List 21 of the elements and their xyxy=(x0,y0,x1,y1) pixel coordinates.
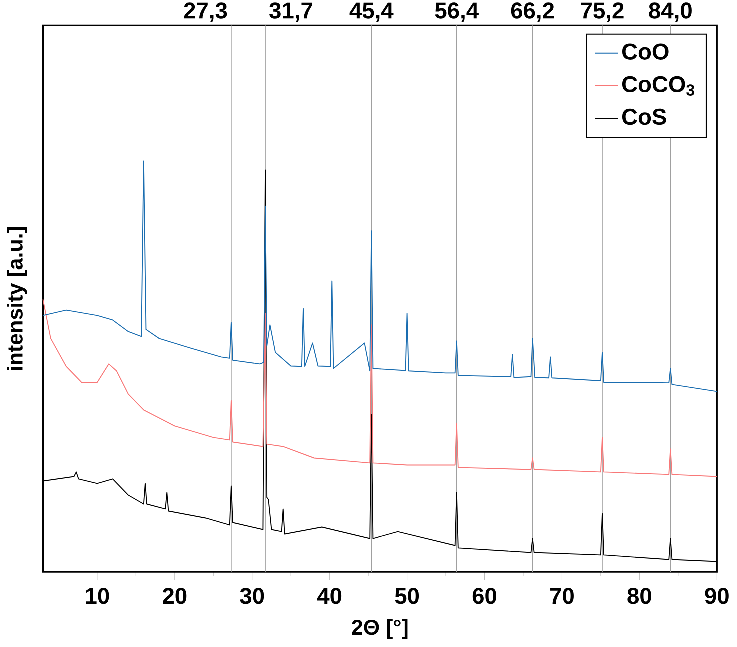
legend-label: CoS xyxy=(622,109,666,126)
x-axis-title: 2Θ [°] xyxy=(352,620,408,640)
ref-line-label: 45,4 xyxy=(350,3,394,22)
ref-line-label: 75,2 xyxy=(581,2,624,22)
ref-line-label: 66,2 xyxy=(511,2,554,22)
ref-line-label: 84,0 xyxy=(649,2,692,22)
legend-label: CoO xyxy=(622,44,669,60)
x-tick-label: 60 xyxy=(472,588,496,604)
ref-line-label: 56,4 xyxy=(435,2,479,22)
legend-label: CoCO$_{3}$ xyxy=(622,76,695,96)
x-tick-label: 40 xyxy=(317,588,342,604)
ref-line-label: 27,3 xyxy=(184,2,228,22)
x-tick-label: 10 xyxy=(86,588,110,604)
x-tick-label: 70 xyxy=(550,588,574,604)
x-tick-label: 90 xyxy=(705,588,729,604)
ref-line-label: 31,7 xyxy=(270,2,312,22)
y-axis-title: intensity [a.u.] xyxy=(7,227,28,370)
x-tick-label: 30 xyxy=(240,588,264,604)
x-tick-label: 20 xyxy=(163,588,187,604)
x-tick-label: 80 xyxy=(628,588,652,604)
x-tick-label: 50 xyxy=(395,588,420,604)
